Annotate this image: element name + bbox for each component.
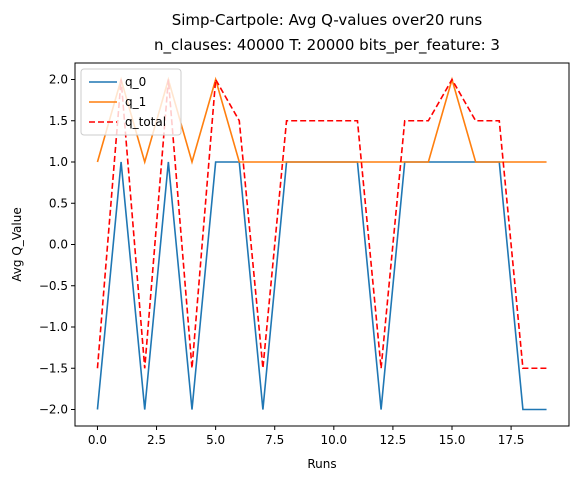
y-tick-label: −1.0 — [39, 320, 68, 334]
x-tick-label: 17.5 — [498, 433, 525, 447]
y-tick-label: −2.0 — [39, 403, 68, 417]
series-line-q-total — [96, 76, 547, 370]
chart-subtitle: n_clauses: 40000 T: 20000 bits_per_featu… — [154, 36, 500, 55]
y-tick-label: 1.5 — [49, 114, 68, 128]
legend: q_0 q_1 q_total — [80, 68, 182, 136]
legend-label: q_0 — [125, 75, 146, 89]
x-tick-label: 10.0 — [320, 433, 347, 447]
x-tick-label: 0.0 — [88, 433, 107, 447]
y-tick-label: −1.5 — [39, 361, 68, 375]
y-tick-label: 1.0 — [49, 155, 68, 169]
y-tick-label: 2.0 — [49, 73, 68, 87]
y-tick-label: 0.0 — [49, 238, 68, 252]
series-line-q-0 — [96, 161, 547, 411]
chart-title: Simp-Cartpole: Avg Q-values over20 runs — [172, 11, 483, 29]
x-tick-label: 5.0 — [206, 433, 225, 447]
y-axis-label: Avg Q_Value — [10, 207, 24, 281]
legend-box — [80, 68, 182, 136]
axis-ticks: 0.0 2.5 5.0 7.5 10.0 12.5 15.0 17.5 −2.0 −1.5 −1.0… — [39, 73, 525, 448]
x-tick-label: 2.5 — [147, 433, 166, 447]
x-tick-label: 12.5 — [380, 433, 407, 447]
x-tick-label: 15.0 — [439, 433, 466, 447]
x-tick-label: 7.5 — [265, 433, 284, 447]
x-axis-label: Runs — [307, 457, 336, 471]
legend-label: q_1 — [125, 95, 146, 109]
legend-label: q_total — [125, 115, 166, 129]
y-tick-label: 0.5 — [49, 196, 68, 210]
y-tick-label: −0.5 — [39, 279, 68, 293]
